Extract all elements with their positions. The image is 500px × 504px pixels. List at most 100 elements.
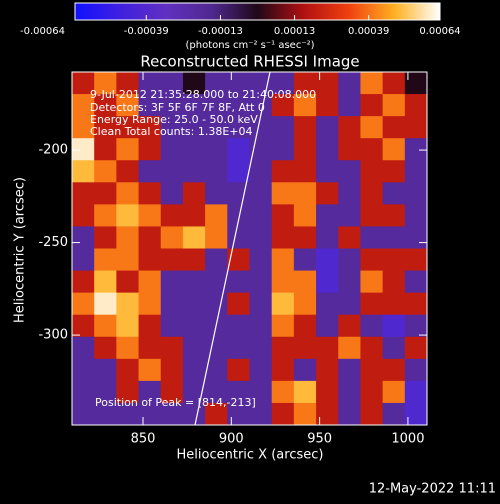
heatmap-cell (72, 380, 95, 404)
heatmap-cell (94, 138, 117, 161)
heatmap-cell (182, 248, 206, 272)
heatmap-cell (116, 160, 140, 183)
heatmap-cell (360, 270, 384, 294)
heatmap-cell (316, 116, 339, 139)
heatmap-cell (227, 204, 250, 227)
heatmap-cell (160, 94, 184, 117)
heatmap-cell (271, 402, 295, 426)
heatmap-cell (293, 336, 317, 360)
heatmap-cell (338, 138, 361, 161)
heatmap-cell (182, 402, 206, 426)
heatmap-cell (360, 160, 384, 183)
heatmap-cell (271, 336, 295, 360)
heatmap-cell (94, 182, 117, 205)
colorbar-tick-label: -0.00064 (20, 26, 65, 37)
heatmap-cell (249, 182, 273, 205)
heatmap-cell (249, 314, 273, 338)
heatmap-cell (271, 116, 295, 139)
heatmap-cell (360, 116, 384, 139)
heatmap-cell (116, 72, 140, 95)
heatmap-cell (271, 380, 295, 404)
heatmap-cell (227, 182, 250, 205)
heatmap-cell (138, 292, 162, 316)
heatmap-cell (249, 270, 273, 294)
heatmap-cell (404, 72, 428, 95)
heatmap-cell (316, 402, 339, 426)
heatmap-cell (138, 72, 162, 95)
heatmap-cell (316, 314, 339, 338)
heatmap-cell (160, 380, 184, 404)
heatmap-cell (205, 380, 228, 404)
heatmap-cell (271, 160, 295, 183)
heatmap-cell (338, 270, 361, 294)
heatmap-cell (404, 336, 428, 360)
heatmap-cell (316, 336, 339, 360)
heatmap-cell (182, 380, 206, 404)
heatmap-cell (360, 336, 384, 360)
heatmap-cell (271, 248, 295, 272)
heatmap-cell (72, 314, 95, 338)
heatmap-cell (116, 358, 140, 382)
heatmap-cell (160, 204, 184, 227)
heatmap-cell (360, 138, 384, 161)
heatmap (72, 72, 428, 426)
heatmap-cell (205, 116, 228, 139)
heatmap-cell (94, 204, 117, 227)
heatmap-cell (227, 380, 250, 404)
heatmap-cell (160, 358, 184, 382)
heatmap-cell (404, 270, 428, 294)
heatmap-cell (404, 248, 428, 272)
heatmap-cell (94, 292, 117, 316)
heatmap-cell (182, 358, 206, 382)
heatmap-cell (249, 380, 273, 404)
heatmap-cell (72, 402, 95, 426)
heatmap-cell (338, 358, 361, 382)
heatmap-cell (160, 292, 184, 316)
heatmap-cell (338, 182, 361, 205)
heatmap-cell (249, 336, 273, 360)
heatmap-cell (116, 116, 140, 139)
heatmap-cell (116, 138, 140, 161)
heatmap-cell (227, 358, 250, 382)
heatmap-cell (138, 402, 162, 426)
heatmap-cell (249, 226, 273, 249)
heatmap-cell (404, 138, 428, 161)
heatmap-cell (293, 138, 317, 161)
colorbar-label: (photons cm⁻² s⁻¹ asec⁻²) (185, 40, 314, 51)
heatmap-cell (382, 248, 406, 272)
heatmap-cell (72, 292, 95, 316)
heatmap-cell (72, 182, 95, 205)
heatmap-cell (227, 336, 250, 360)
heatmap-cell (249, 292, 273, 316)
heatmap-cell (316, 72, 339, 95)
solar-limb (194, 71, 271, 426)
heatmap-cell (116, 204, 140, 227)
heatmap-cell (160, 248, 184, 272)
heatmap-cell (382, 138, 406, 161)
heatmap-cell (138, 116, 162, 139)
heatmap-cell (382, 380, 406, 404)
y-tick-label: -250 (38, 235, 68, 250)
heatmap-cell (316, 270, 339, 294)
heatmap-cell (205, 226, 228, 249)
heatmap-cell (249, 116, 273, 139)
heatmap-cell (160, 402, 184, 426)
heatmap-cell (138, 226, 162, 249)
heatmap-cell (94, 116, 117, 139)
heatmap-cell (360, 292, 384, 316)
heatmap-cell (182, 314, 206, 338)
heatmap-cell (404, 402, 428, 426)
heatmap-cell (116, 292, 140, 316)
heatmap-cell (138, 314, 162, 338)
heatmap-cell (360, 226, 384, 249)
heatmap-cell (227, 270, 250, 294)
heatmap-cell (116, 314, 140, 338)
heatmap-cell (94, 160, 117, 183)
heatmap-cell (205, 358, 228, 382)
heatmap-cell (316, 248, 339, 272)
heatmap-cell (271, 358, 295, 382)
x-tick-label: 1000 (391, 432, 424, 447)
heatmap-cell (116, 402, 140, 426)
